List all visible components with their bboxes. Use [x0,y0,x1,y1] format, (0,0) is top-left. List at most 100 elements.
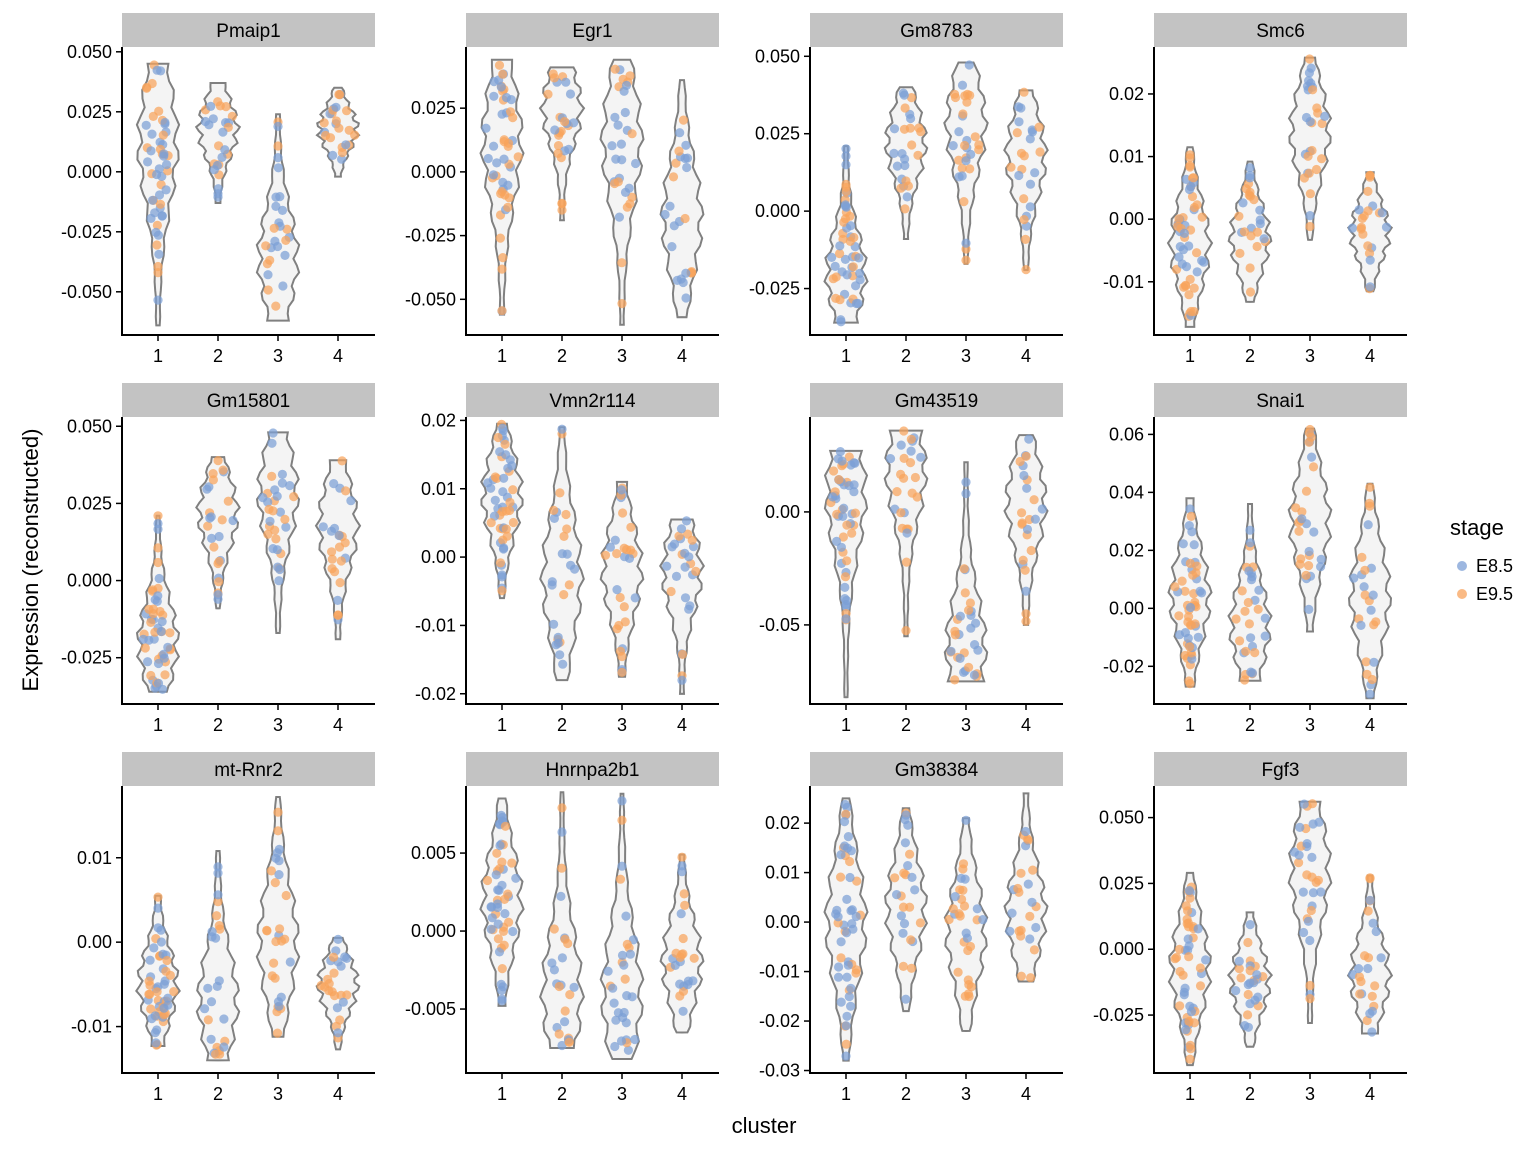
data-point [835,295,845,305]
data-point [1018,555,1028,565]
data-point [681,268,691,278]
data-point [970,132,980,142]
data-point [687,535,697,545]
data-point [1361,657,1371,667]
data-point [961,489,971,499]
panel-title: Snai1 [1256,391,1305,412]
data-point [555,488,565,498]
violin-cluster-2 [883,86,929,240]
data-point [213,456,223,466]
data-point [910,885,920,895]
data-point [613,120,623,130]
data-point [953,967,963,977]
violin-cluster-4 [315,86,361,178]
data-point [213,97,223,107]
data-point [1246,575,1257,585]
data-point [972,904,982,914]
x-tick-label: 4 [333,1084,343,1104]
data-point [1174,252,1184,262]
data-point [159,1010,169,1020]
data-point [270,525,280,535]
data-point [163,993,173,1003]
data-point [498,487,508,497]
data-point [209,542,219,552]
data-point [1255,205,1265,215]
data-point [1368,590,1378,600]
data-point [1308,819,1318,829]
data-point [843,960,853,970]
data-point [1172,264,1182,274]
data-point [559,531,569,542]
x-tick-label: 2 [213,1084,223,1104]
data-point [547,958,557,968]
data-point [1381,222,1392,232]
panel-strip [810,13,1063,47]
data-point [963,975,973,985]
data-point [1291,503,1301,513]
data-point [1303,151,1313,161]
violin-cluster-2 [1226,911,1274,1048]
data-point [841,809,851,819]
data-point [1019,194,1029,204]
data-point [1181,262,1192,272]
data-point [1236,973,1246,983]
data-point [1173,221,1183,231]
data-point [1316,554,1326,565]
data-point [337,456,347,466]
x-tick-label: 4 [333,346,343,366]
violin-cluster-4 [315,934,361,1051]
y-tick-label: 0.050 [1099,808,1144,828]
data-point [1189,1018,1199,1028]
violin-outline [135,894,181,1048]
data-point [842,972,852,982]
data-point [1307,799,1317,809]
data-point [1181,281,1191,291]
x-tick-label: 3 [273,715,283,735]
data-point [963,989,974,999]
data-point [202,484,212,494]
data-point [1317,118,1327,129]
data-point [1356,224,1366,234]
data-point [497,964,507,974]
data-point [1245,999,1255,1009]
data-point [1305,994,1315,1004]
data-point [1365,1009,1375,1019]
violin-cluster-2 [1227,503,1273,685]
data-point [834,962,844,972]
data-point [840,572,851,582]
data-point [899,426,909,436]
data-point [1245,287,1256,297]
violin-cluster-1 [480,419,524,600]
legend: stage E8.5 E9.5 [1450,515,1513,604]
data-point [1244,619,1254,629]
data-point [950,675,960,685]
data-point [150,1011,160,1021]
data-point [624,183,634,193]
data-point [680,900,690,911]
x-tick-label: 4 [677,715,687,735]
data-point [148,195,158,205]
data-point [1014,117,1024,127]
panel-gm38384: Gm38384 0.02 0.01 0.00 -0.01 -0.02 -0.03 1 2 3 4 [759,752,1063,1104]
data-point [565,990,575,1000]
data-point [678,986,689,996]
data-point [958,859,969,869]
data-point [1243,597,1253,608]
data-point [1237,586,1247,596]
data-point [1299,799,1309,809]
data-point [616,1036,627,1046]
data-point [1371,926,1381,937]
data-point [906,963,917,973]
data-point [273,826,283,836]
data-point [1005,926,1015,936]
data-point [342,106,352,116]
y-tick-label: 0.00 [765,912,800,932]
data-point [612,549,622,559]
data-point [553,632,563,643]
panel-title: Hnrnpa2b1 [545,760,639,781]
data-point [160,670,170,680]
panel-title: Gm43519 [895,391,978,412]
data-point [1177,576,1187,586]
panel-strip [122,13,375,47]
data-point [336,556,346,566]
